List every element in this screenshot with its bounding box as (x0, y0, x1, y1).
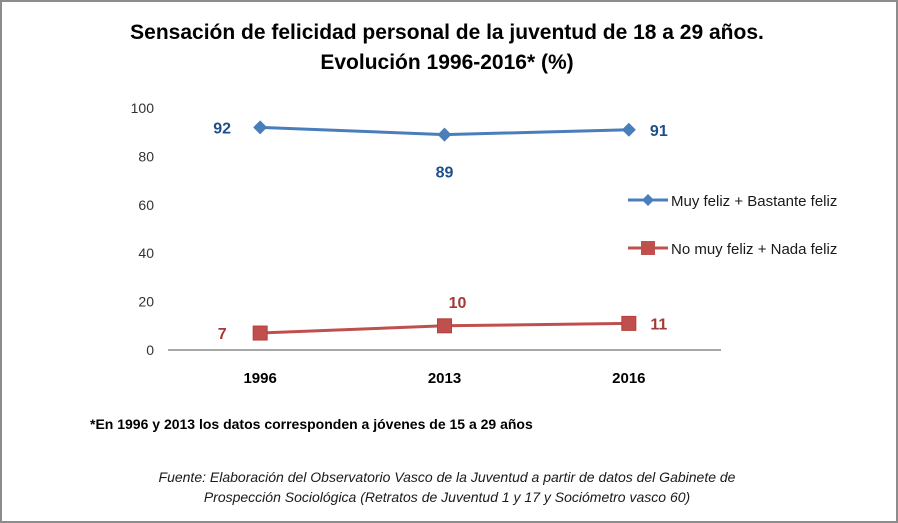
data-label: 92 (213, 120, 231, 137)
legend-label: No muy feliz + Nada feliz (671, 241, 837, 258)
title-line-1: Sensación de felicidad personal de la ju… (130, 21, 764, 44)
data-point-marker (252, 325, 268, 341)
legend-marker-square (641, 241, 655, 255)
data-point-marker (437, 127, 452, 142)
y-tick-label: 80 (138, 148, 154, 164)
data-label: 10 (449, 295, 467, 312)
data-label: 91 (650, 123, 668, 140)
data-label: 11 (650, 316, 667, 333)
y-tick-label: 60 (138, 197, 154, 213)
y-tick-label: 40 (138, 245, 154, 261)
data-label: 89 (436, 165, 454, 182)
x-tick-label: 2016 (612, 370, 645, 387)
y-tick-label: 100 (131, 100, 155, 116)
data-point-marker (437, 318, 452, 334)
y-tick-label: 20 (138, 294, 154, 310)
x-tick-label: 1996 (243, 370, 276, 387)
y-tick-label: 0 (146, 342, 154, 358)
legend-label: Muy feliz + Bastante feliz (671, 193, 837, 210)
source-line-2: Prospección Sociológica (Retratos de Juv… (203, 489, 691, 505)
chart-title: Sensación de felicidad personal de la ju… (0, 18, 894, 78)
source-line-1: Fuente: Elaboración del Observatorio Vas… (158, 469, 736, 485)
x-tick-label: 2013 (428, 370, 461, 387)
data-point-marker (253, 120, 268, 135)
data-point-marker (621, 122, 636, 137)
footnote: *En 1996 y 2013 los datos corresponden a… (90, 416, 533, 432)
title-line-2: Evolución 1996-2016* (%) (320, 51, 574, 74)
data-label: 7 (218, 326, 227, 343)
source-note: Fuente: Elaboración del Observatorio Vas… (0, 467, 894, 507)
legend-marker-diamond (642, 194, 654, 206)
data-point-marker (621, 315, 637, 331)
